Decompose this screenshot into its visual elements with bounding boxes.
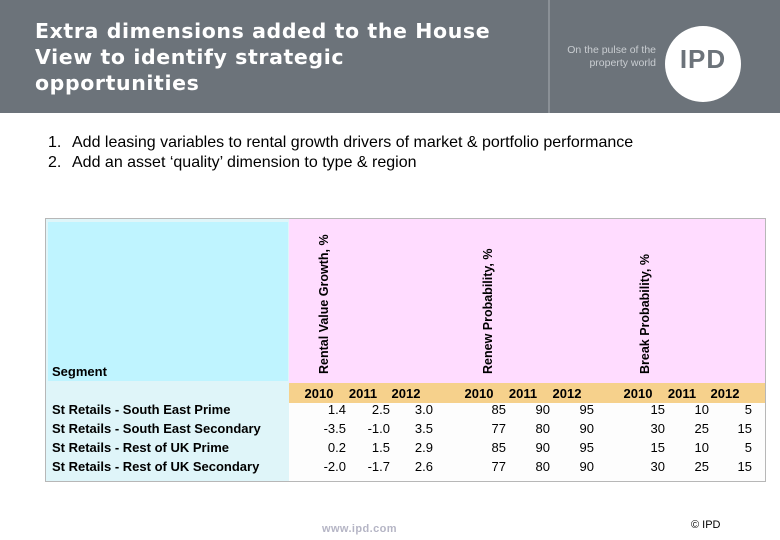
table-cell: 90 (535, 402, 550, 417)
table-cell: 25 (694, 421, 709, 436)
bullet-item: 2. Add an asset ‘quality’ dimension to t… (48, 153, 748, 173)
table-cell: 15 (650, 402, 665, 417)
table-cell: 80 (535, 459, 550, 474)
table-cell: 10 (694, 402, 709, 417)
table-cell: 15 (737, 459, 752, 474)
slide-title: Extra dimensions added to the House View… (35, 19, 491, 95)
table-cell: 90 (535, 440, 550, 455)
table-cell: 85 (491, 440, 506, 455)
table-cell: 5 (744, 440, 752, 455)
table-cell: 15 (737, 421, 752, 436)
table-cell: 95 (579, 402, 594, 417)
year-header: 2011 (508, 386, 538, 401)
year-header: 2010 (623, 386, 653, 401)
group-header: Renew Probability, % (481, 248, 495, 375)
table-cell: 77 (491, 459, 506, 474)
group-header-bg (289, 219, 765, 383)
table-cell: -2.0 (323, 459, 346, 474)
table-cell: 5 (744, 402, 752, 417)
logo-text: IPD (679, 44, 727, 74)
table-cell: 90 (579, 421, 594, 436)
year-header: 2012 (710, 386, 740, 401)
bullet-list: 1. Add leasing variables to rental growt… (48, 133, 748, 173)
group-header: Rental Value Growth, % (317, 234, 331, 374)
table-cell: 0.2 (327, 440, 346, 455)
table-cell: 1.4 (327, 402, 346, 417)
table-cell: 85 (491, 402, 506, 417)
year-header: 2012 (552, 386, 582, 401)
table-cell: 25 (694, 459, 709, 474)
bullet-text: Add leasing variables to rental growth d… (72, 134, 634, 151)
row-label: St Retails - South East Secondary (52, 421, 261, 436)
footer-copyright: © IPD (691, 519, 721, 531)
table-cell: 3.0 (414, 402, 433, 417)
ipd-logo: IPD (665, 26, 741, 102)
table-cell: 90 (579, 459, 594, 474)
table-cell: 10 (694, 440, 709, 455)
year-header: 2011 (348, 386, 378, 401)
row-label: St Retails - Rest of UK Prime (52, 440, 229, 455)
segment-column-header: Segment (52, 364, 107, 379)
year-header: 2010 (304, 386, 334, 401)
table-cell: -3.5 (323, 421, 346, 436)
table-cell: 80 (535, 421, 550, 436)
table-cell: -1.7 (367, 459, 390, 474)
table-cell: 2.5 (371, 402, 390, 417)
bullet-number: 1. (48, 134, 62, 151)
table-cell: -1.0 (367, 421, 390, 436)
table-cell: 30 (650, 459, 665, 474)
slide-header: Extra dimensions added to the House View… (0, 0, 780, 113)
table-cell: 3.5 (414, 421, 433, 436)
table-cell: 2.6 (414, 459, 433, 474)
year-header: 2010 (464, 386, 494, 401)
data-area-bg (289, 403, 765, 481)
table-cell: 95 (579, 440, 594, 455)
footer-url[interactable]: www.ipd.com (322, 523, 397, 535)
table-cell: 77 (491, 421, 506, 436)
row-label: St Retails - Rest of UK Secondary (52, 459, 260, 474)
year-band (289, 383, 765, 403)
bullet-number: 2. (48, 154, 62, 171)
row-label: St Retails - South East Prime (52, 402, 231, 417)
bullet-item: 1. Add leasing variables to rental growt… (48, 133, 748, 153)
year-header: 2011 (667, 386, 697, 401)
table-cell: 1.5 (371, 440, 390, 455)
table-cell: 30 (650, 421, 665, 436)
table-cell: 15 (650, 440, 665, 455)
brand-tagline: On the pulse of the property world (567, 44, 656, 69)
bullet-text: Add an asset ‘quality’ dimension to type… (72, 154, 417, 171)
group-header: Break Probability, % (638, 254, 652, 374)
header-divider (548, 0, 550, 113)
table-cell: 2.9 (414, 440, 433, 455)
segment-header-bg (48, 222, 288, 381)
year-header: 2012 (391, 386, 421, 401)
forecast-table: Segment Rental Value Growth, % Renew Prob… (45, 218, 766, 482)
